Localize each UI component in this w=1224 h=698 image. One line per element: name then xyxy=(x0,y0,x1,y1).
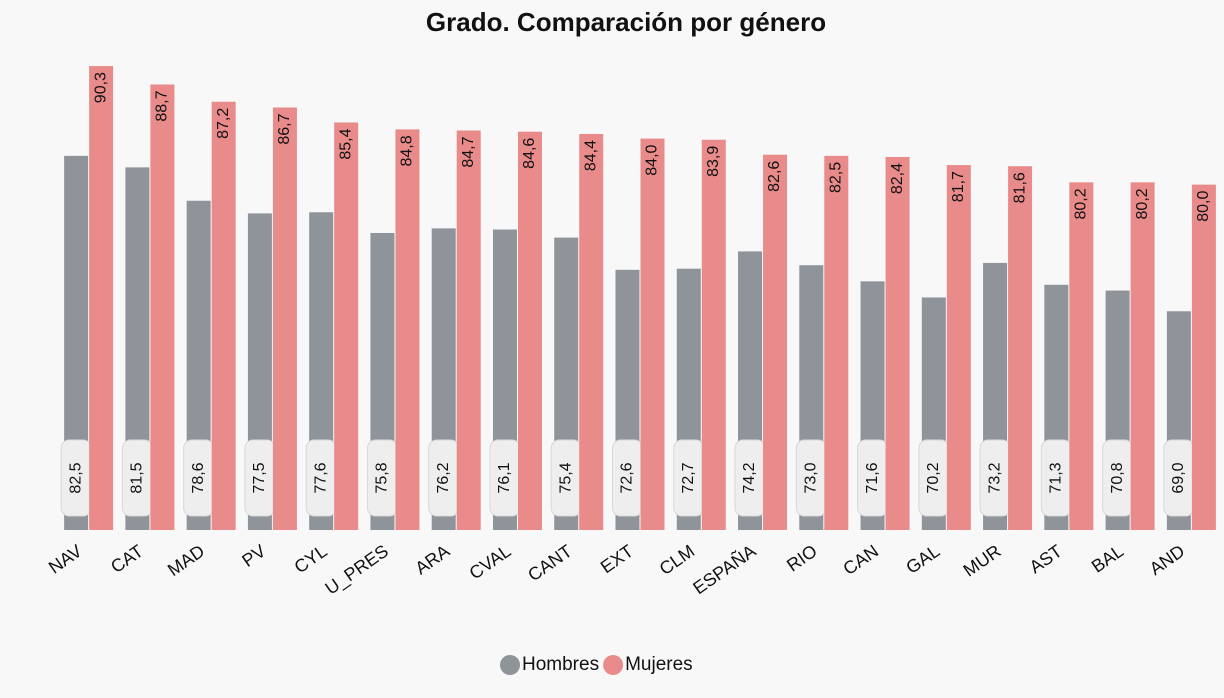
x-tick-label: CLM xyxy=(656,541,699,579)
value-label: 83,9 xyxy=(705,146,722,177)
x-tick-label: MUR xyxy=(960,541,1005,581)
value-label: 80,2 xyxy=(1134,188,1151,219)
value-label: 75,8 xyxy=(374,462,391,493)
bar xyxy=(211,101,236,530)
value-label: 70,8 xyxy=(1109,462,1126,493)
value-label: 72,7 xyxy=(680,462,697,493)
bar xyxy=(1008,166,1033,530)
x-tick-label: NAV xyxy=(45,541,86,578)
value-label: 73,0 xyxy=(803,462,820,493)
bar xyxy=(334,122,359,530)
bar xyxy=(456,130,481,530)
value-label: 74,2 xyxy=(741,462,758,493)
value-label: 85,4 xyxy=(337,128,354,159)
bar xyxy=(89,66,114,530)
bar xyxy=(701,139,726,531)
x-tick-label: RIO xyxy=(783,541,821,576)
bar xyxy=(150,84,175,530)
value-label: 90,3 xyxy=(92,72,109,103)
value-label: 82,5 xyxy=(828,162,845,193)
bar xyxy=(517,131,542,531)
x-tick-label: PV xyxy=(238,541,269,571)
value-label: 76,2 xyxy=(435,462,452,493)
value-label: 84,0 xyxy=(644,144,661,175)
value-label: 86,7 xyxy=(276,113,293,144)
value-label: 73,2 xyxy=(986,462,1003,493)
value-label: 82,5 xyxy=(67,462,84,493)
value-label: 69,0 xyxy=(1170,462,1187,493)
bar xyxy=(885,157,910,530)
chart-title: Grado. Comparación por género xyxy=(426,7,826,37)
bar xyxy=(946,165,971,530)
x-tick-label: GAL xyxy=(902,541,943,578)
value-label: 76,1 xyxy=(496,462,513,493)
value-label: 78,6 xyxy=(190,462,207,493)
x-tick-label: CVAL xyxy=(466,541,515,584)
x-tick-label: AST xyxy=(1026,541,1066,577)
x-tick-label: CYL xyxy=(291,541,331,577)
value-label: 71,3 xyxy=(1048,462,1065,493)
bar xyxy=(272,107,297,530)
x-tick-label: U_PRES xyxy=(321,541,392,600)
value-label: 70,2 xyxy=(925,462,942,493)
value-label: 82,6 xyxy=(766,161,783,192)
x-tick-label: CANT xyxy=(524,541,576,585)
legend-label: Hombres xyxy=(522,654,599,675)
value-label: 81,5 xyxy=(129,462,146,493)
value-label: 75,4 xyxy=(557,462,574,493)
value-label: 87,2 xyxy=(215,108,232,139)
legend-label: Mujeres xyxy=(625,654,693,675)
value-label: 81,6 xyxy=(1011,172,1028,203)
value-label: 77,5 xyxy=(251,462,268,493)
bar xyxy=(763,154,788,530)
value-label: 77,6 xyxy=(312,462,329,493)
bar xyxy=(1130,182,1155,530)
bar xyxy=(640,138,665,530)
bar xyxy=(824,155,849,531)
x-tick-label: CAN xyxy=(839,541,882,579)
value-label: 80,2 xyxy=(1073,188,1090,219)
bar xyxy=(1069,182,1094,530)
value-label: 84,6 xyxy=(521,138,538,169)
bar xyxy=(395,129,420,530)
x-tick-label: ARA xyxy=(411,541,453,579)
bar xyxy=(1191,184,1216,530)
x-tick-label: EXT xyxy=(597,541,637,577)
value-label: 72,6 xyxy=(619,462,636,493)
legend-marker xyxy=(500,655,520,675)
value-label: 84,8 xyxy=(399,135,416,166)
value-label: 82,4 xyxy=(889,163,906,194)
bar xyxy=(579,133,604,531)
value-label: 80,0 xyxy=(1195,191,1212,222)
x-tick-label: MAD xyxy=(164,541,208,580)
value-label: 88,7 xyxy=(154,90,171,121)
value-label: 84,4 xyxy=(582,140,599,171)
legend-marker xyxy=(603,655,624,675)
x-tick-label: BAL xyxy=(1088,541,1127,577)
value-label: 84,7 xyxy=(460,136,477,167)
value-label: 71,6 xyxy=(864,462,881,493)
x-tick-label: ESPAÑA xyxy=(689,540,760,598)
value-label: 81,7 xyxy=(950,171,967,202)
x-tick-label: CAT xyxy=(107,541,147,577)
x-tick-label: AND xyxy=(1146,541,1189,579)
